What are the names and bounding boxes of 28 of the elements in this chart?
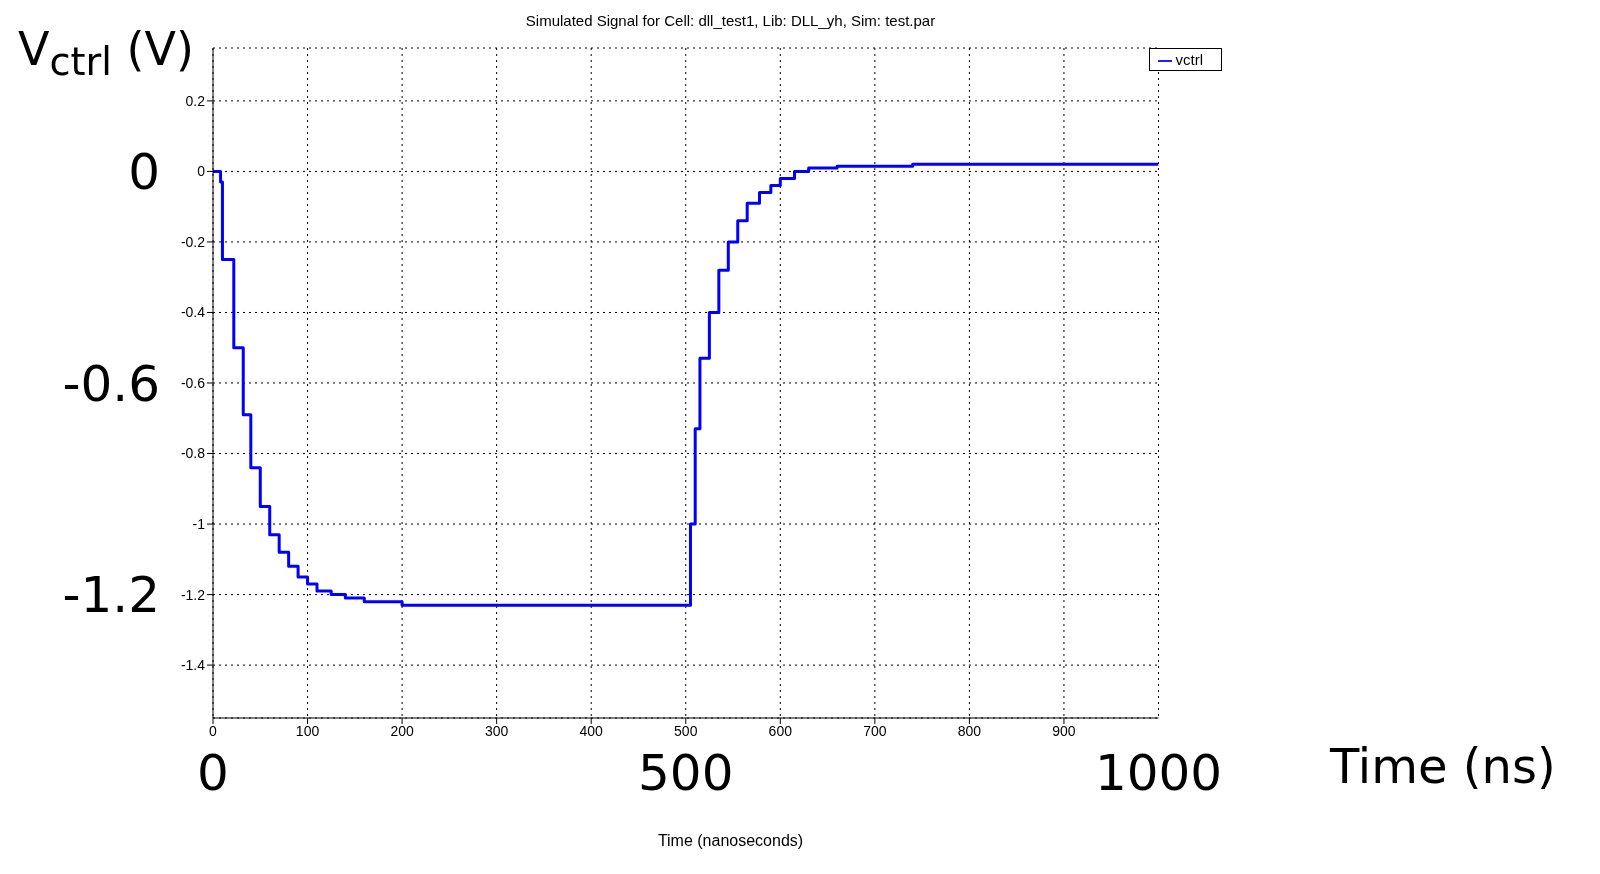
x-tick-label: 300 <box>484 722 509 739</box>
x2-axis-title: Time (ns) <box>1330 738 1556 794</box>
y-tick-label: -0.8 <box>180 445 206 462</box>
x-tick-label: 500 <box>674 722 698 739</box>
y-tick-label: -0.4 <box>180 304 206 321</box>
legend-label: vctrl <box>1175 51 1203 68</box>
x-tick-label: 400 <box>579 722 604 739</box>
x-tick-label: 900 <box>1052 722 1076 739</box>
y2-tick-label: -1.2 <box>62 566 160 625</box>
x-tick-label: 600 <box>768 722 793 739</box>
x-tick-label: 700 <box>863 722 887 739</box>
x-tick-label: 100 <box>295 722 320 739</box>
y2-tick-label: -0.6 <box>62 354 160 413</box>
x-tick-label: 800 <box>957 722 982 739</box>
y-tick-label: -0.6 <box>180 374 206 391</box>
y-tick-label: -0.2 <box>180 233 206 250</box>
y-tick-label: 0 <box>197 163 206 180</box>
x-tick-label: 200 <box>390 722 414 739</box>
y-tick-label: -1.4 <box>180 657 206 674</box>
x-axis-title: Time (nanoseconds) <box>656 832 805 850</box>
x-tick-label: 0 <box>209 722 218 739</box>
chart-title: Simulated Signal for Cell: dll_test1, Lib: DLL_yh, Sim: test.par <box>524 12 937 29</box>
y-tick-label: -1 <box>192 516 206 533</box>
y2-tick-label: 0 <box>128 143 160 202</box>
y-tick-label: 0.2 <box>185 92 206 109</box>
x2-tick-label: 1000 <box>1094 743 1223 802</box>
y2-axis-title: V$_{ctrl}$ (V) <box>18 22 194 85</box>
y-tick-label: -1.2 <box>180 586 206 603</box>
